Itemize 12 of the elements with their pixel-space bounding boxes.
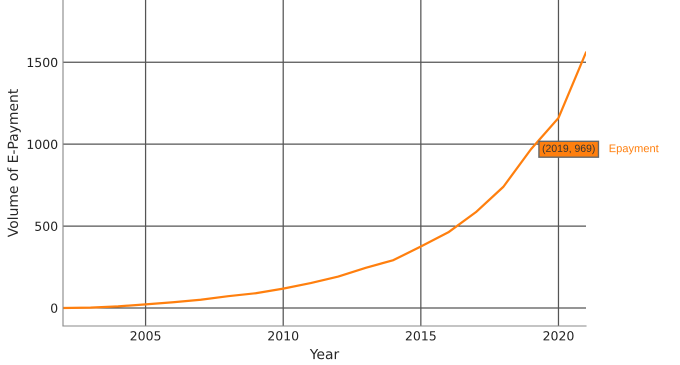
y-tick-label: 500 xyxy=(35,222,58,231)
x-tick-label: 2020 xyxy=(543,331,574,341)
y-tick-label: 0 xyxy=(51,303,58,313)
annotation: (2019, 969) xyxy=(542,144,595,154)
x-axis-title: Year xyxy=(310,348,340,360)
x-tick-label: 2010 xyxy=(268,331,298,341)
x-tick-label: 2005 xyxy=(130,331,160,341)
y-tick-label: 1500 xyxy=(28,58,58,68)
y-axis-title: Volume of E-Payment xyxy=(7,89,21,238)
y-tick-label: 1000 xyxy=(28,140,58,150)
text: Epayment xyxy=(610,144,659,154)
x-tick-label: 2015 xyxy=(406,331,436,341)
